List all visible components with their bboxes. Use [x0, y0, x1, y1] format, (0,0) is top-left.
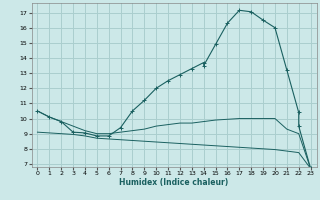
- X-axis label: Humidex (Indice chaleur): Humidex (Indice chaleur): [119, 178, 229, 187]
